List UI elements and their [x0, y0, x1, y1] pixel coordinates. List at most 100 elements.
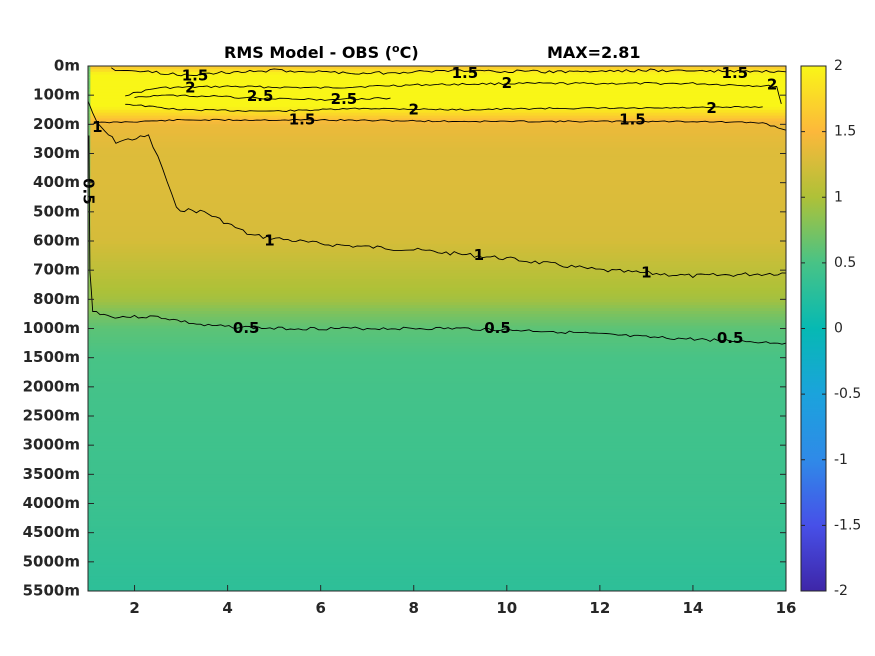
- heatmap-band: [88, 556, 786, 560]
- heatmap-band: [88, 153, 786, 158]
- contour-label: 1.5: [289, 110, 316, 128]
- heatmap-band: [88, 413, 786, 417]
- heatmap-edge-band: [88, 488, 91, 493]
- heatmap-edge-band: [88, 133, 91, 137]
- heatmap-edge-band: [88, 401, 91, 405]
- heatmap-band: [88, 488, 786, 493]
- heatmap-band: [88, 191, 786, 195]
- heatmap-edge-band: [88, 483, 91, 487]
- heatmap-edge-band: [88, 351, 91, 356]
- heatmap-edge-band: [88, 112, 91, 117]
- contour-label: 0.5: [484, 319, 511, 337]
- y-tick-label: 5000m: [23, 552, 80, 570]
- heatmap-edge-band: [88, 293, 91, 298]
- heatmap-band: [88, 89, 786, 93]
- heatmap-band: [88, 506, 786, 510]
- contour-label: 2: [767, 75, 777, 93]
- heatmap-band: [88, 526, 786, 531]
- heatmap-edge-band: [88, 477, 91, 481]
- heatmap-edge-band: [88, 573, 91, 578]
- heatmap-band: [88, 538, 786, 543]
- y-tick-label: 300m: [33, 144, 80, 162]
- heatmap-band: [88, 138, 786, 143]
- heatmap-edge-band: [88, 529, 91, 534]
- heatmap-edge-band: [88, 413, 91, 417]
- heatmap-edge-band: [88, 579, 91, 583]
- heatmap-band: [88, 214, 786, 219]
- heatmap-band: [88, 241, 786, 245]
- heatmap-band: [88, 118, 786, 123]
- chart-title: RMS Model - OBS (oC): [224, 42, 419, 62]
- heatmap-band: [88, 521, 786, 525]
- heatmap-band: [88, 299, 786, 303]
- heatmap-edge-band: [88, 74, 91, 79]
- y-tick-label: 4000m: [23, 494, 80, 512]
- heatmap-band: [88, 276, 786, 280]
- heatmap-edge-band: [88, 521, 91, 525]
- heatmap-band: [88, 284, 786, 289]
- heatmap-edge-band: [88, 255, 91, 260]
- heatmap-edge-band: [88, 442, 91, 446]
- x-tick-label: 12: [589, 599, 610, 617]
- heatmap-band: [88, 331, 786, 335]
- heatmap-edge-band: [88, 334, 91, 338]
- heatmap-edge-band: [88, 316, 91, 321]
- contour-label: 0.5: [233, 319, 260, 337]
- heatmap-band: [88, 532, 786, 537]
- heatmap-band: [88, 322, 786, 327]
- heatmap-band: [88, 553, 786, 557]
- heatmap-edge-band: [88, 480, 91, 484]
- heatmap-edge-band: [88, 299, 91, 303]
- heatmap-edge-band: [88, 290, 91, 295]
- heatmap-band: [88, 176, 786, 181]
- heatmap-band: [88, 194, 786, 198]
- contour-label: 1: [641, 264, 651, 282]
- heatmap-band: [88, 477, 786, 481]
- heatmap-band: [88, 95, 786, 99]
- heatmap-band: [88, 217, 786, 222]
- contour-lines: [88, 67, 786, 345]
- heatmap-band: [88, 98, 786, 102]
- contour-line-0-5: [88, 135, 786, 345]
- heatmap-band: [88, 223, 786, 228]
- heatmap-band: [88, 567, 786, 572]
- y-tick-label: 800m: [33, 290, 80, 308]
- heatmap-band: [88, 375, 786, 379]
- heatmap-band: [88, 523, 786, 528]
- heatmap-edge-band: [88, 357, 91, 362]
- heatmap-band: [88, 462, 786, 467]
- heatmap-edge-band: [88, 267, 91, 271]
- heatmap-band: [88, 486, 786, 490]
- contour-label: 1.5: [722, 64, 749, 82]
- heatmap-band: [88, 287, 786, 292]
- heatmap-band: [88, 308, 786, 312]
- heatmap-edge-band: [88, 459, 91, 464]
- heatmap-band: [88, 570, 786, 575]
- y-tick-label: 1500m: [23, 348, 80, 366]
- heatmap-edge-band: [88, 325, 91, 330]
- heatmap-edge-band: [88, 561, 91, 566]
- heatmap-band: [88, 483, 786, 487]
- heatmap-edge-band: [88, 98, 91, 102]
- heatmap-edge-band: [88, 550, 91, 554]
- heatmap-band: [88, 156, 786, 160]
- heatmap-edge-band: [88, 471, 91, 475]
- heatmap-band: [88, 456, 786, 461]
- heatmap-field: [88, 66, 786, 591]
- heatmap-edge-band: [88, 538, 91, 543]
- heatmap-band: [88, 366, 786, 370]
- x-tick-label: 14: [682, 599, 703, 617]
- y-tick-label: 2500m: [23, 407, 80, 425]
- heatmap-band: [88, 281, 786, 286]
- heatmap-edge-band: [88, 512, 91, 516]
- heatmap-edge-band: [88, 418, 91, 423]
- heatmap-band: [88, 582, 786, 586]
- heatmap-edge-band: [88, 535, 91, 540]
- heatmap-edge-band: [88, 281, 91, 286]
- heatmap-band: [88, 372, 786, 376]
- heatmap-edge-band: [88, 264, 91, 268]
- x-tick-label: 10: [496, 599, 517, 617]
- heatmap-band: [88, 369, 786, 373]
- heatmap-band: [88, 515, 786, 519]
- contour-line-1-5: [111, 67, 786, 77]
